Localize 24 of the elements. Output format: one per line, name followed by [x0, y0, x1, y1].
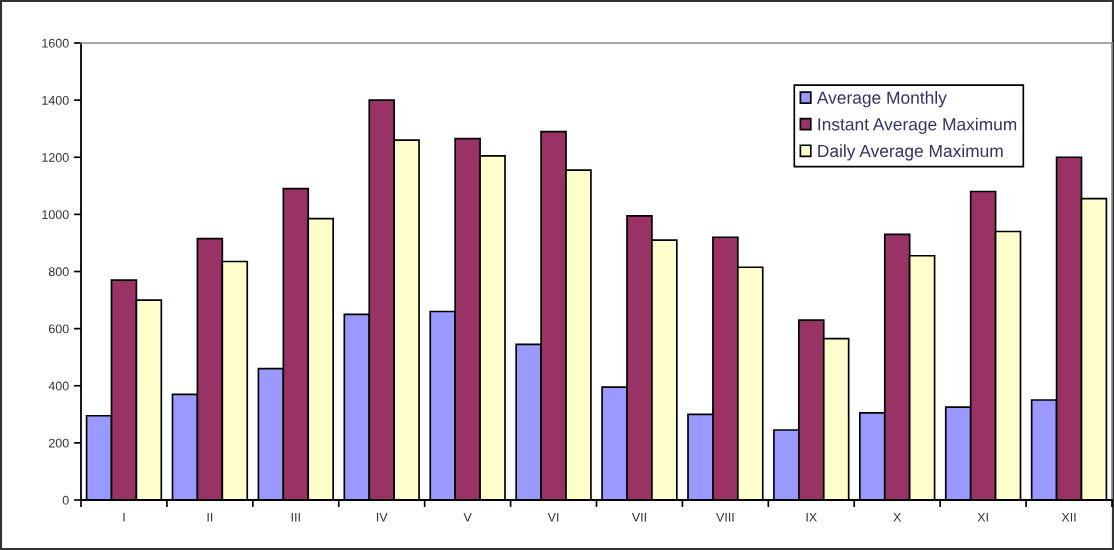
y-tick-label: 600 — [48, 324, 69, 334]
legend-label: Daily Average Maximum — [818, 144, 1003, 161]
x-tick-label: VI — [547, 512, 559, 522]
x-tick-label: X — [893, 512, 902, 522]
y-tick-label: 800 — [48, 267, 69, 277]
y-tick-label: 1200 — [42, 153, 69, 162]
y-tick-label: 1000 — [42, 210, 69, 220]
x-tick-label: V — [463, 512, 472, 522]
x-tick-label: XI — [977, 512, 988, 522]
y-tick-label: 0 — [62, 495, 69, 505]
y-tick-label: 400 — [48, 381, 69, 391]
x-tick-label: II — [207, 512, 213, 522]
x-tick-label: VII — [631, 512, 646, 522]
x-tick-label: III — [291, 512, 300, 522]
x-tick-label: I — [123, 512, 125, 522]
legend-label: Average Monthly — [816, 91, 947, 108]
x-tick-label: IV — [376, 512, 388, 522]
y-tick-label: 200 — [48, 438, 69, 448]
y-tick-label: 1400 — [42, 95, 69, 105]
x-tick-label: VIII — [716, 512, 734, 522]
x-tick-label: XII — [1061, 512, 1076, 522]
legend-label: Instant Average Maximum — [818, 117, 1017, 134]
y-tick-label: 1600 — [42, 38, 69, 48]
x-tick-label: IX — [806, 512, 817, 522]
